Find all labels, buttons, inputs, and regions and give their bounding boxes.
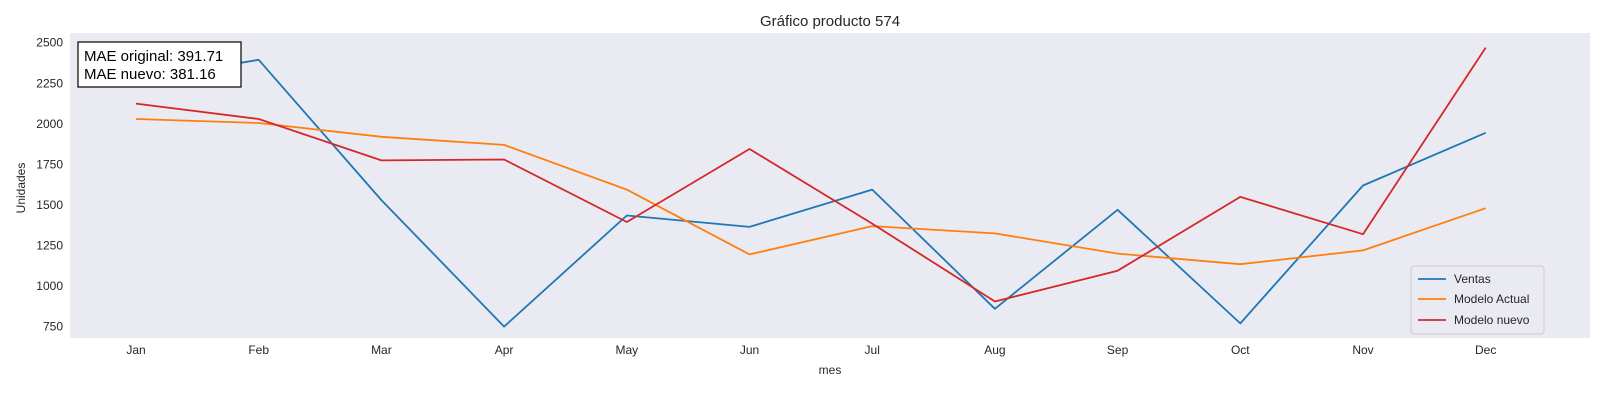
- mae-nuevo-text: MAE nuevo: 381.16: [84, 66, 216, 83]
- legend-label-modelo-nuevo: Modelo nuevo: [1454, 313, 1530, 327]
- x-tick-label: May: [615, 343, 638, 357]
- legend-box: [1410, 265, 1545, 335]
- y-tick-label: 2000: [36, 117, 63, 131]
- x-tick-label: Jun: [740, 343, 759, 357]
- x-tick-label: Jul: [865, 343, 880, 357]
- plot-background: [70, 33, 1590, 338]
- mae-annotation-box: MAE original: 391.71 MAE nuevo: 381.16: [77, 41, 242, 88]
- x-tick-label: Aug: [984, 343, 1005, 357]
- x-tick-label: Oct: [1231, 343, 1250, 357]
- y-tick-labels: 750 1000 1250 1500 1750 2000 2250 2500: [36, 36, 63, 334]
- y-tick-label: 1750: [36, 157, 63, 171]
- chart-title: Gráfico producto 574: [760, 13, 900, 30]
- legend: Ventas Modelo Actual Modelo nuevo: [1410, 265, 1545, 335]
- x-axis-label: mes: [819, 363, 842, 377]
- y-tick-label: 750: [43, 320, 63, 334]
- series-line-ventas: [135, 58, 1487, 328]
- legend-label-modelo-actual: Modelo Actual: [1454, 292, 1529, 306]
- mae-original-text: MAE original: 391.71: [84, 48, 223, 65]
- x-tick-label: Feb: [248, 343, 269, 357]
- y-tick-label: 1250: [36, 239, 63, 253]
- series-lines: [135, 47, 1487, 328]
- x-tick-label: Jan: [126, 343, 145, 357]
- x-tick-label: Mar: [371, 343, 392, 357]
- y-axis-label: Unidades: [14, 163, 28, 214]
- x-tick-label: Dec: [1475, 343, 1496, 357]
- x-tick-label: Sep: [1107, 343, 1129, 357]
- y-tick-label: 2500: [36, 36, 63, 50]
- y-tick-label: 1500: [36, 198, 63, 212]
- x-tick-label: Nov: [1352, 343, 1373, 357]
- legend-label-ventas: Ventas: [1454, 272, 1491, 286]
- series-line-modelo-nuevo: [135, 47, 1487, 303]
- y-tick-label: 2250: [36, 76, 63, 90]
- x-tick-labels: Jan Feb Mar Apr May Jun Jul Aug Sep Oct Nov Dec: [126, 343, 1496, 357]
- y-tick-label: 1000: [36, 279, 63, 293]
- x-tick-label: Apr: [495, 343, 514, 357]
- series-line-modelo-actual: [135, 118, 1486, 266]
